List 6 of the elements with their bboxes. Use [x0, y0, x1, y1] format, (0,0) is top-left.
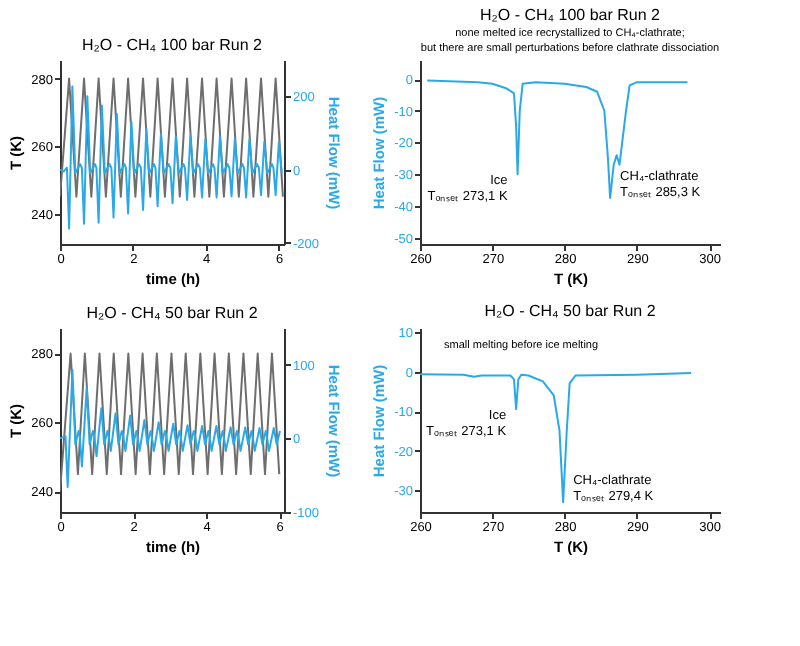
chart-title: H₂O - CH₄ 100 bar Run 2 [82, 36, 264, 54]
line-series [60, 85, 283, 230]
chart-title: H₂O - CH₄ 50 bar Run 2 [86, 304, 259, 322]
chart-title: H₂O - CH₄ 100 bar Run 2 [480, 6, 662, 24]
line-series [420, 372, 693, 504]
chart-title: H₂O - CH₄ 50 bar Run 2 [484, 301, 657, 320]
